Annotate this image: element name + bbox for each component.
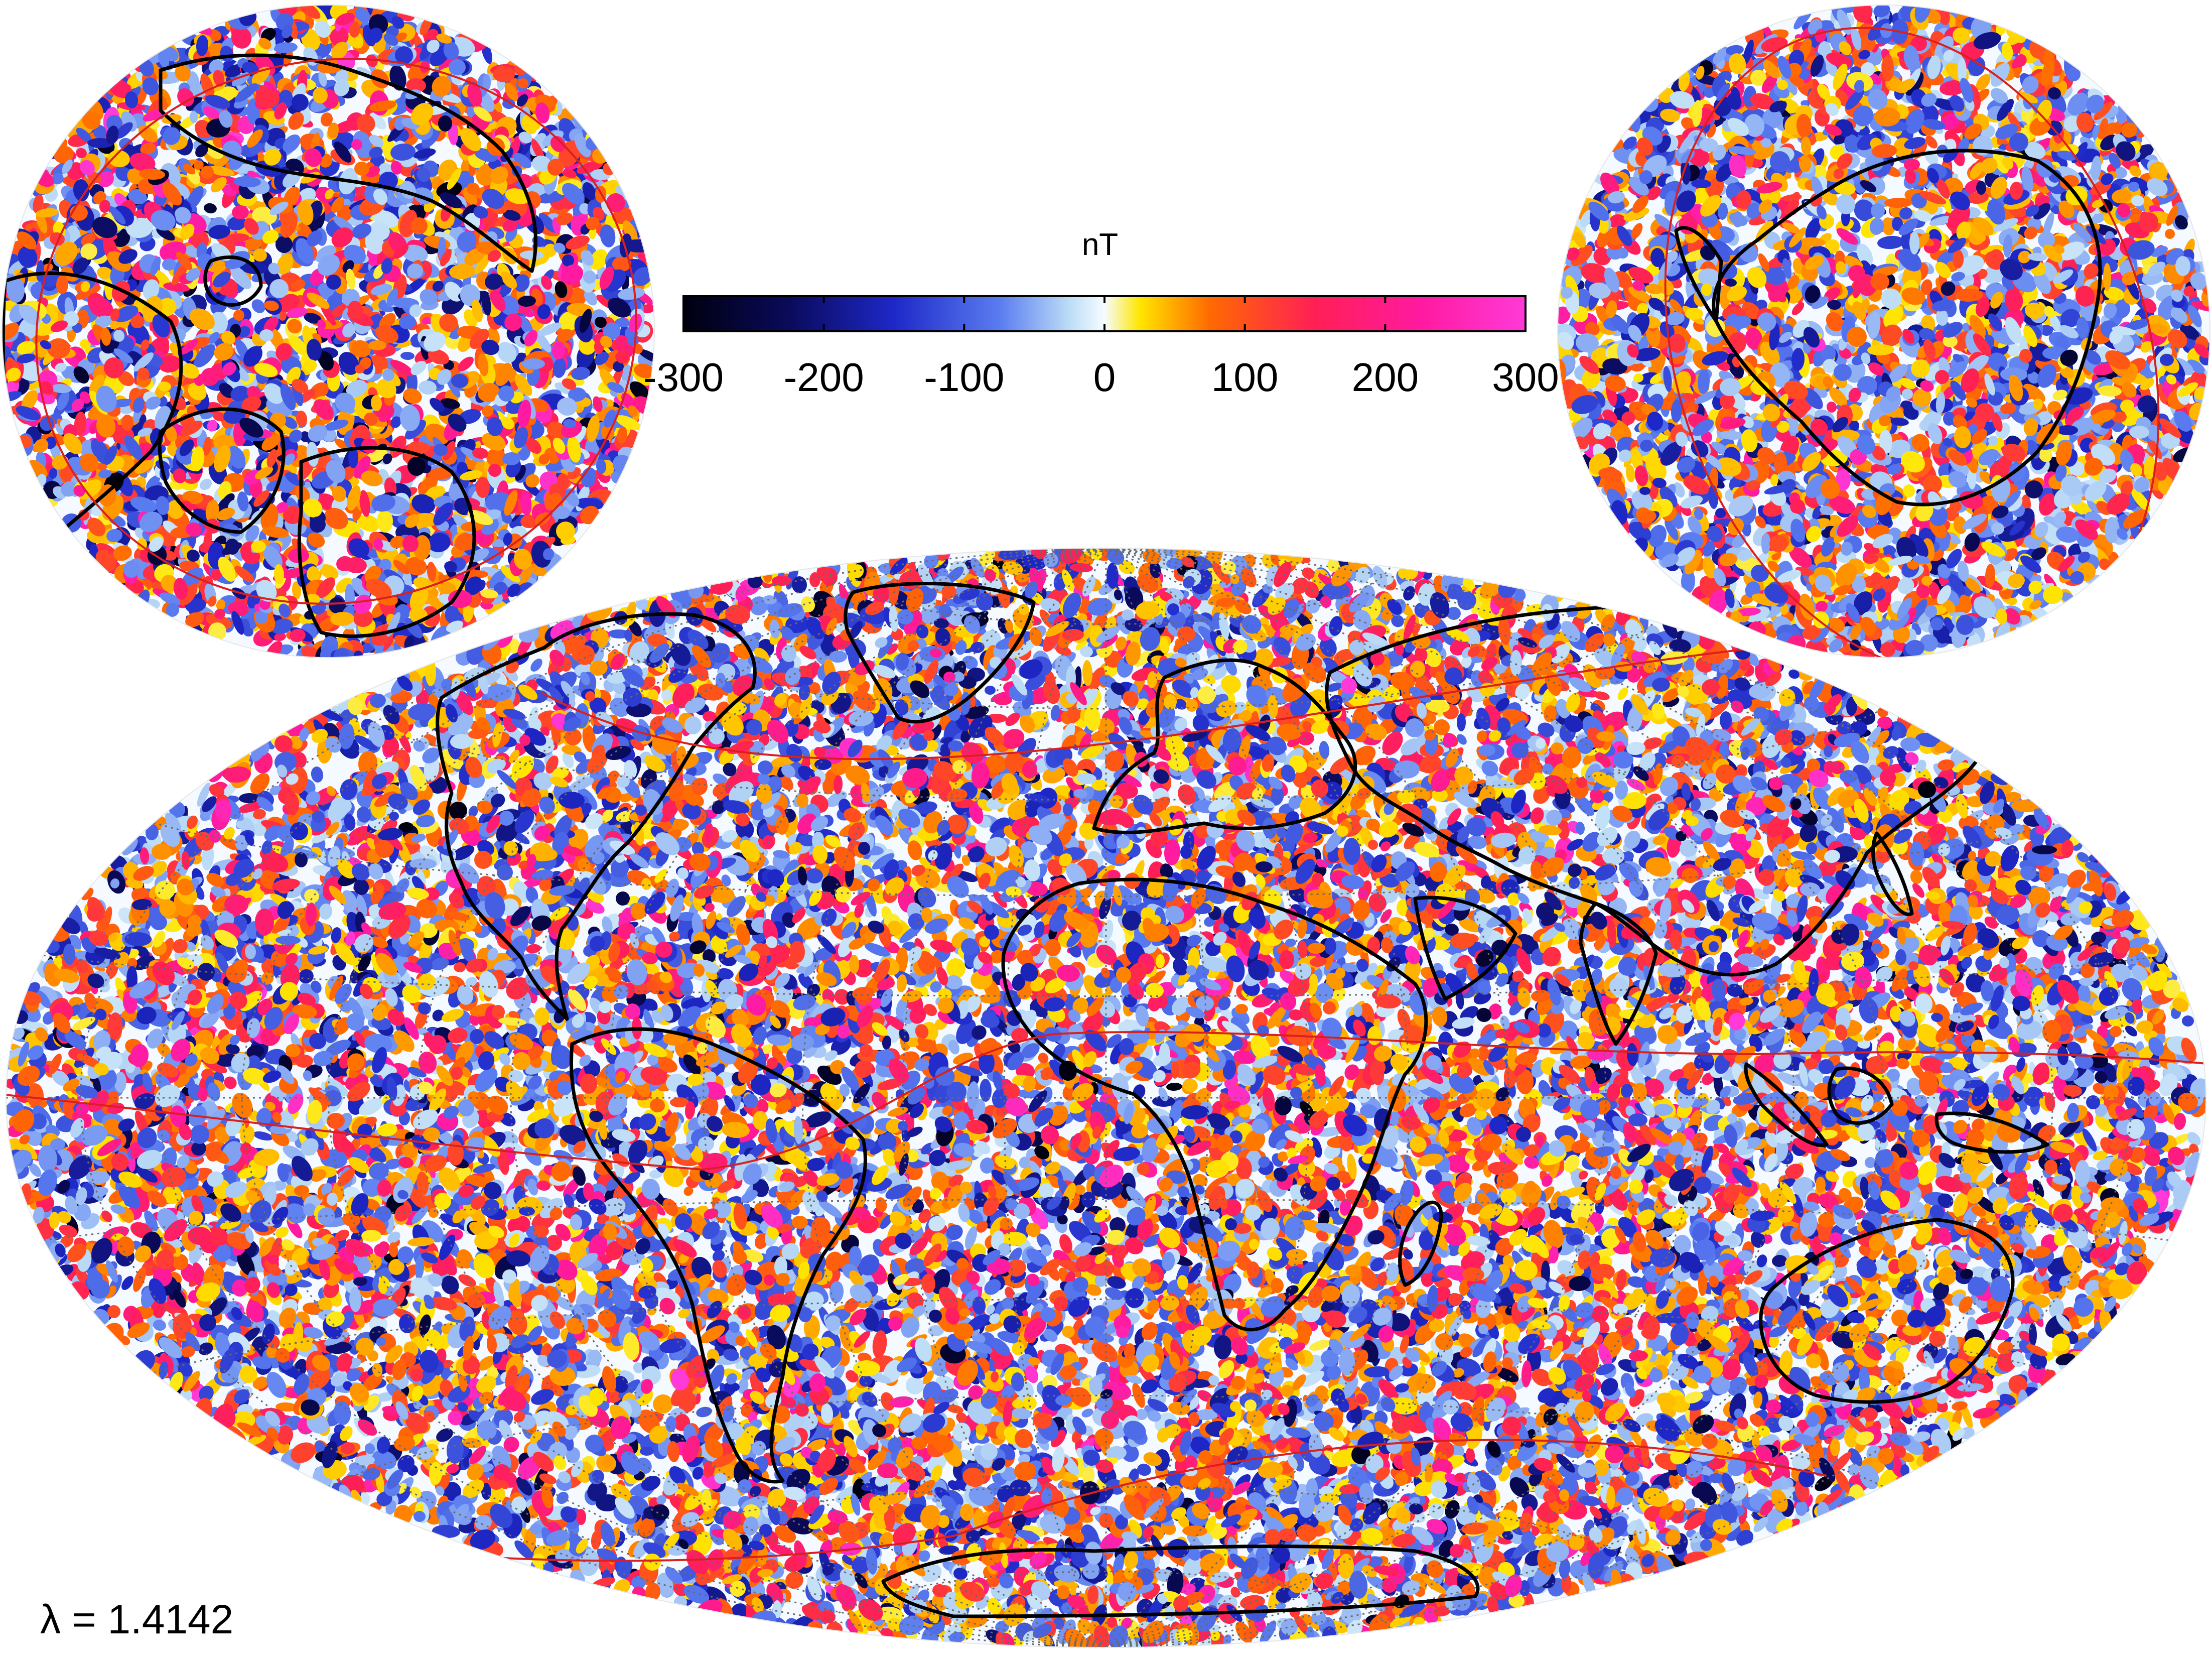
colorbar-unit-label: nT xyxy=(1082,227,1118,263)
colorbar-tick-label: -200 xyxy=(784,354,864,401)
colorbar-tick-label: -100 xyxy=(924,354,1004,401)
colorbar-tick-label: 200 xyxy=(1352,354,1419,401)
colorbar xyxy=(683,296,1526,331)
north-polar-anomaly-field xyxy=(0,0,662,668)
colorbar-tick-label: -300 xyxy=(643,354,724,401)
colorbar-tick-label: 300 xyxy=(1492,354,1559,401)
lambda-label: λ = 1.4142 xyxy=(40,1596,233,1643)
global-map xyxy=(0,539,2212,1660)
north-polar-map xyxy=(0,0,687,668)
coastline-new-zealand xyxy=(1982,1415,2033,1491)
colorbar-tick-label: 0 xyxy=(1093,354,1116,401)
south-polar-anomaly-field xyxy=(1547,0,2212,670)
colorbar-tick-label: 100 xyxy=(1211,354,1278,401)
